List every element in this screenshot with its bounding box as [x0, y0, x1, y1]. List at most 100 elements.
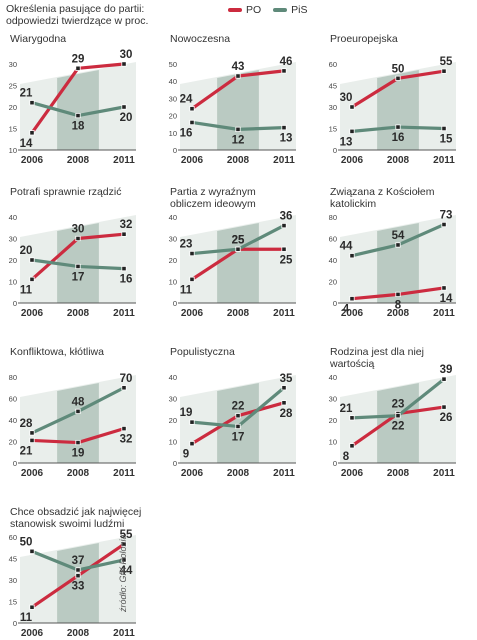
series-po: 30 50 55	[340, 56, 453, 110]
data-label: 11	[180, 284, 193, 296]
series-pis: 23 25 36	[180, 211, 292, 257]
x-tick-label: 2006	[341, 308, 364, 319]
x-tick-label: 2011	[433, 468, 455, 479]
chart-title: Konfliktowa, kłótliwa	[10, 346, 104, 358]
y-tick-label: 40	[169, 373, 177, 382]
legend-swatch-po	[228, 8, 242, 12]
y-tick-label: 45	[329, 82, 337, 91]
data-point	[189, 441, 195, 447]
data-label: 22	[392, 421, 405, 433]
chart-panel-1: Wiarygodna 10 15 20 25 30 2006 2008 2011 14 29 30 21…	[9, 33, 136, 166]
data-label: 13	[280, 133, 293, 145]
data-point	[235, 73, 241, 79]
x-tick-label: 2006	[181, 468, 204, 479]
data-label: 14	[440, 293, 453, 305]
y-tick-label: 20	[329, 416, 337, 425]
x-tick-label: 2008	[67, 468, 90, 479]
data-point	[121, 266, 127, 272]
data-label: 29	[72, 53, 85, 65]
x-tick-label: 2006	[21, 308, 44, 319]
y-tick-label: 0	[173, 459, 177, 468]
data-label: 11	[20, 612, 33, 624]
data-point	[281, 400, 287, 406]
data-point	[29, 276, 35, 282]
y-tick-label: 20	[329, 278, 337, 287]
series-pis: 21 18 20	[20, 88, 133, 133]
x-tick-label: 2006	[21, 155, 44, 166]
y-tick-label: 20	[169, 256, 177, 265]
data-point	[189, 106, 195, 112]
series-pis: 16 12 13	[180, 119, 293, 146]
y-tick-label: 30	[329, 103, 337, 112]
series-po: 9 22 28	[183, 400, 293, 461]
data-point	[395, 124, 401, 130]
x-tick-label: 2008	[227, 468, 250, 479]
y-tick-label: 0	[173, 146, 177, 155]
plot-highlight-2008	[217, 383, 259, 463]
chart-title: katolickim	[330, 198, 376, 210]
data-label: 24	[180, 94, 193, 106]
y-tick-label: 40	[9, 416, 17, 425]
x-tick-label: 2008	[67, 155, 90, 166]
data-label: 12	[232, 134, 245, 146]
data-label: 16	[120, 274, 133, 286]
data-point	[29, 100, 35, 106]
data-label: 50	[392, 63, 405, 75]
description-line-1: Określenia pasujące do partii:	[6, 3, 145, 15]
data-point	[395, 75, 401, 81]
y-tick-label: 15	[329, 125, 337, 134]
data-label: 16	[392, 132, 405, 144]
legend-item-po: PO	[228, 4, 261, 16]
data-label: 37	[72, 555, 85, 567]
x-tick-label: 2008	[227, 155, 250, 166]
data-point	[29, 604, 35, 610]
y-tick-label: 60	[9, 533, 17, 542]
series-pis: 19 17 35	[180, 373, 293, 444]
y-tick-label: 30	[169, 395, 177, 404]
chart-description: Określenia pasujące do partii: odpowiedz…	[6, 3, 306, 27]
data-label: 28	[20, 418, 33, 430]
x-tick-label: 2008	[67, 308, 90, 319]
legend: PO PiS	[228, 4, 308, 16]
x-tick-label: 2011	[273, 155, 295, 166]
series-pis: 21 22 39	[340, 364, 453, 433]
data-point	[29, 437, 35, 444]
data-point	[121, 385, 127, 391]
series-po: 24 43 46	[180, 56, 293, 112]
data-label: 17	[232, 431, 245, 443]
y-tick-label: 10	[169, 129, 177, 138]
series-pis: 28 48 70	[20, 373, 133, 436]
chart-title: Chce obsadzić jak najwięcej	[10, 506, 141, 518]
data-label: 55	[120, 529, 133, 541]
data-label: 8	[343, 451, 350, 463]
data-point	[441, 221, 447, 228]
data-label: 11	[20, 284, 33, 296]
data-label: 21	[20, 445, 33, 457]
data-point	[189, 250, 195, 257]
y-tick-label: 20	[9, 256, 17, 265]
data-point	[441, 68, 447, 74]
series-pis: 13 16 15	[340, 124, 453, 148]
y-tick-label: 0	[333, 459, 337, 468]
series-pis: 44 54 73	[340, 210, 453, 259]
data-label: 44	[120, 565, 133, 577]
data-label: 70	[120, 373, 133, 385]
data-point	[441, 285, 447, 291]
y-tick-label: 0	[173, 299, 177, 308]
series-po: 11 30 32	[20, 219, 132, 296]
plot-highlight-2008	[377, 383, 419, 463]
data-label: 14	[20, 138, 33, 150]
data-label: 20	[120, 112, 133, 124]
plot-highlight-2008	[57, 70, 99, 150]
data-label: 73	[440, 210, 453, 222]
chart-title: Potrafi sprawnie rządzić	[10, 186, 121, 198]
plot-highlight-2008	[57, 223, 99, 303]
data-label: 46	[280, 56, 293, 68]
y-tick-label: 10	[169, 438, 177, 447]
data-label: 54	[392, 230, 405, 242]
data-point	[349, 415, 355, 421]
x-tick-label: 2011	[113, 308, 135, 319]
